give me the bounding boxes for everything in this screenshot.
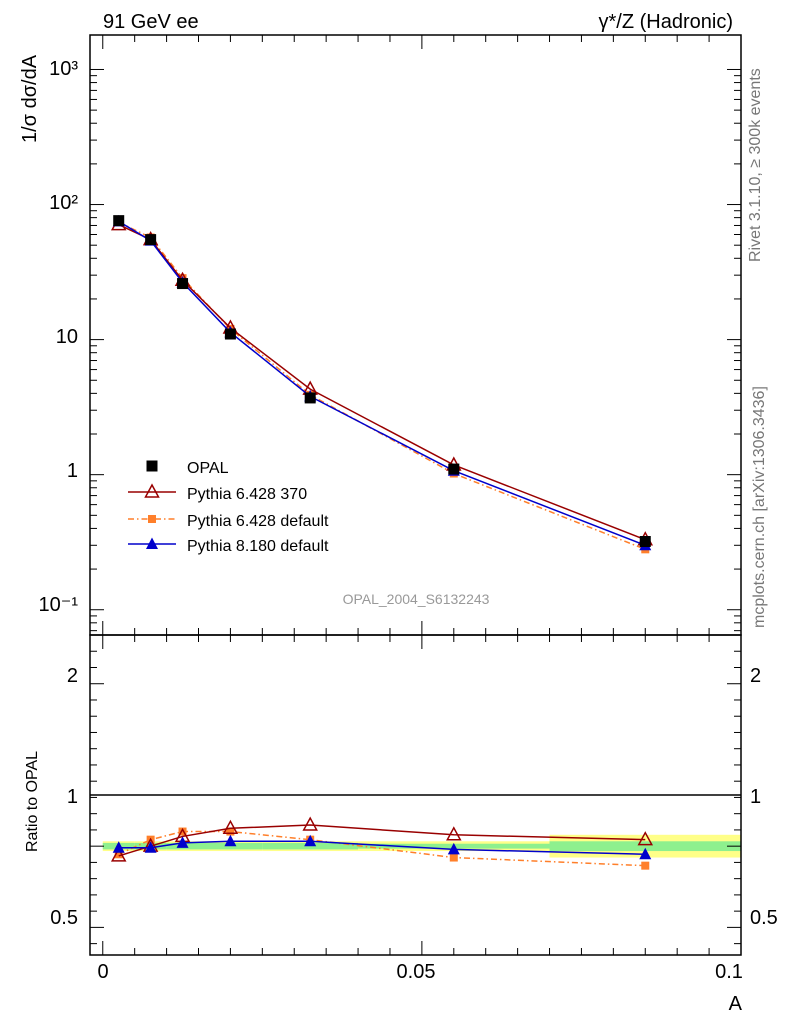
mcplots-label: mcplots.cern.ch [arXiv:1306.3436] (751, 386, 768, 628)
ratio-point-p6_370-0 (110, 847, 127, 862)
point-opal-4 (304, 392, 316, 404)
point-opal-6 (639, 536, 651, 548)
ratio-ylabel: Ratio to OPAL (24, 751, 41, 852)
point-opal-1 (145, 234, 157, 246)
legend: OPAL Pythia 6.428 370 Pythia 6.428 defau… (128, 460, 329, 555)
ratio-point-p6_def-5 (449, 853, 458, 862)
legend-label-pythia8-default: Pythia 8.180 default (187, 538, 329, 555)
ratio-point-p8_def-2 (176, 836, 189, 848)
legend-label-opal: OPAL (187, 460, 229, 477)
x-tick-label-0.1: 0.1 (715, 961, 743, 983)
header-right-label: γ*/Z (Hadronic) (599, 11, 733, 33)
header-left-label: 91 GeV ee (103, 11, 199, 33)
ratio-point-p6_def-0 (114, 850, 123, 859)
ratio-tick-label-1-right: 1 (750, 786, 761, 808)
ratio-point-p6_def-6 (641, 861, 650, 870)
x-tick-label-0: 0 (97, 961, 108, 983)
ratio-point-p6_370-6 (637, 831, 654, 846)
legend-marker-opal (146, 460, 158, 472)
ratio-point-p8_def-4 (304, 834, 317, 847)
point-opal-0 (113, 215, 125, 227)
y-tick-label-0.1: 10⁻¹ (39, 594, 79, 616)
analysis-watermark: OPAL_2004_S6132243 (343, 591, 490, 607)
x-tick-label-0.05: 0.05 (397, 961, 436, 983)
ratio-tick-label-2-right: 2 (750, 665, 761, 687)
ratio-tick-label-0.5-left: 0.5 (50, 907, 78, 929)
x-axis-label: A (729, 993, 743, 1015)
legend-label-pythia6-default: Pythia 6.428 default (187, 513, 329, 530)
legend-label-pythia6-370: Pythia 6.428 370 (187, 486, 307, 503)
ratio-point-p6_370-3 (222, 819, 239, 835)
ratio-point-p8_def-3 (224, 834, 237, 847)
point-opal-2 (177, 278, 189, 290)
y-tick-label-1: 1 (67, 460, 78, 482)
ratio-tick-label-1-left: 1 (67, 786, 78, 808)
point-opal-5 (448, 463, 460, 475)
main-ylabel: 1/σ dσ/dA (19, 54, 41, 143)
ratio-tick-label-0.5-right: 0.5 (750, 907, 778, 929)
ratio-point-p8_def-5 (447, 842, 460, 855)
y-tick-label-10: 10 (56, 326, 78, 348)
rivet-version-label: Rivet 3.1.10, ≥ 300k events (747, 68, 764, 262)
ratio-point-p6_370-5 (446, 826, 462, 841)
axis-ticks (90, 35, 742, 955)
ratio-point-p8_def-0 (112, 841, 125, 853)
ratio-point-p6_def-2 (178, 827, 187, 836)
band-green-6 (549, 841, 741, 852)
y-tick-label-1000: 10³ (49, 58, 78, 80)
main-series-group (110, 214, 654, 554)
legend-marker-p8_def (146, 537, 158, 549)
ratio-plot-frame (89, 634, 742, 956)
ratio-tick-label-2-left: 2 (67, 665, 78, 687)
ratio-point-p6_370-4 (302, 816, 318, 831)
ratio-point-p8_def-6 (639, 847, 652, 860)
ratio-series-group (110, 816, 654, 870)
legend-marker-p6_def (148, 515, 156, 523)
y-tick-label-100: 10² (49, 192, 78, 214)
point-opal-3 (224, 328, 236, 340)
ratio-point-p8_def-1 (144, 841, 157, 853)
ratio-point-p6_def-3 (226, 827, 235, 836)
legend-marker-p6_370 (144, 483, 160, 498)
